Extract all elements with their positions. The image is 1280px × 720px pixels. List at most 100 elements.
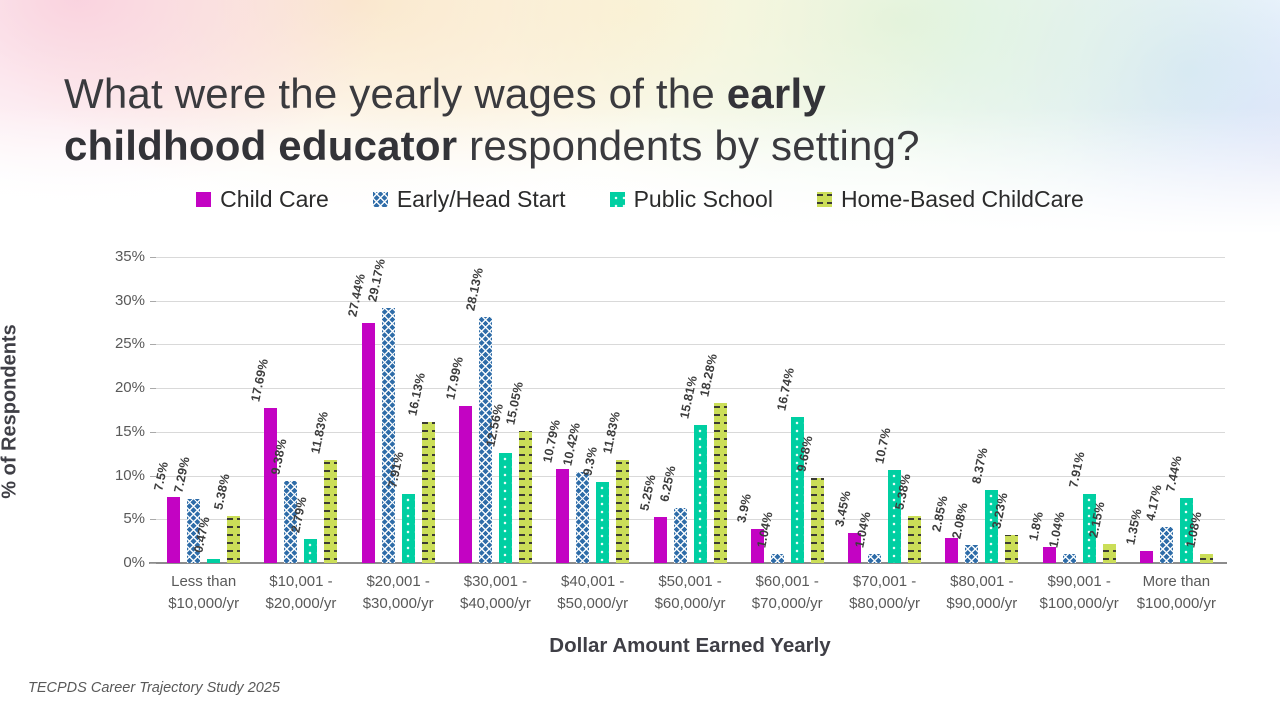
bar-value-label: 8.37%: [969, 446, 991, 485]
bar: [264, 408, 278, 563]
bar: [1102, 544, 1116, 563]
y-axis-tick: [150, 432, 156, 433]
bar-value-label: 6.25%: [657, 464, 679, 504]
bar-value-label: 1.04%: [754, 510, 776, 549]
bar: [750, 528, 764, 563]
bar: [945, 538, 959, 563]
bar-value-label: 2.08%: [949, 501, 971, 540]
x-axis-category-label: $70,001 - $80,000/yr: [849, 573, 920, 612]
title-text: What were the yearly wages of the: [64, 70, 727, 118]
gridline: [155, 257, 1225, 258]
bar: [616, 459, 630, 563]
bar: [401, 493, 415, 563]
bar-value-label: 16.13%: [405, 371, 429, 417]
bar-value-label: 7.29%: [170, 455, 193, 495]
x-axis-category-label: $80,001 - $90,000/yr: [946, 573, 1018, 612]
bar-value-label: 7.44%: [1163, 454, 1185, 493]
y-axis-tick-label: 15%: [114, 423, 145, 440]
legend-swatch-early-head-start: [372, 192, 388, 207]
title-text: respondents by setting?: [457, 121, 920, 169]
bar: [1062, 553, 1076, 563]
bar: [673, 508, 687, 563]
bar: [810, 478, 824, 563]
bar: [304, 538, 318, 563]
legend-item-home-based-childcare: Home-Based ChildCare: [816, 186, 1084, 213]
legend-item-child-care: Child Care: [196, 186, 329, 213]
legend-label: Early/Head Start: [396, 186, 566, 212]
bar: [459, 405, 472, 563]
bar-value-label: 18.28%: [697, 352, 721, 399]
bar: [361, 323, 375, 563]
y-axis-tick-label: 35%: [114, 248, 145, 265]
bar: [985, 489, 999, 563]
bar: [653, 517, 667, 563]
x-axis-category-label: More than $100,000/yr: [1136, 573, 1216, 612]
bar-value-label: 17.69%: [248, 357, 271, 404]
bar: [421, 422, 435, 563]
bar: [324, 459, 338, 563]
x-axis-title: Dollar Amount Earned Yearly: [549, 634, 831, 657]
bar: [1005, 534, 1019, 563]
title-bold-text: early: [726, 70, 826, 118]
bar: [1199, 553, 1213, 563]
bar: [1159, 526, 1173, 563]
legend-item-early-head-start: Early/Head Start: [372, 186, 566, 213]
bar: [965, 544, 979, 563]
bar-value-label: 1.04%: [851, 510, 874, 549]
title-bold-text: childhood educator: [64, 121, 458, 169]
y-axis-tick-label: 5%: [123, 510, 145, 527]
bar-value-label: 5.25%: [637, 473, 659, 513]
bar: [713, 403, 727, 563]
bar: [576, 471, 590, 563]
bar-value-label: 2.85%: [929, 494, 951, 534]
bar: [693, 424, 707, 563]
bar: [479, 317, 492, 563]
y-axis-tick-label: 20%: [114, 379, 145, 396]
bar: [1139, 551, 1153, 563]
y-axis-tick-label: 10%: [114, 467, 145, 484]
bar: [1179, 498, 1193, 563]
legend-swatch-child-care: [196, 192, 212, 207]
x-axis-category-label: Less than $10,000/yr: [168, 573, 240, 612]
x-axis-category-label: $90,001 - $100,000/yr: [1039, 573, 1119, 612]
y-axis-tick-label: 25%: [114, 335, 145, 352]
bar-value-label: 29.17%: [365, 257, 389, 303]
bar-value-label: 7.91%: [1066, 450, 1088, 489]
y-axis-tick: [150, 344, 156, 345]
x-axis-category-label: $50,001 - $60,000/yr: [654, 573, 726, 612]
legend-swatch-public-school: [609, 192, 625, 207]
x-axis-category-label: $10,001 - $20,000/yr: [265, 573, 337, 612]
bar: [381, 308, 395, 563]
y-axis-tick: [150, 388, 156, 389]
legend-label: Home-Based ChildCare: [840, 186, 1084, 212]
bar-value-label: 4.17%: [1143, 482, 1165, 522]
chart-legend: Child Care Early/Head Start Public Schoo…: [0, 186, 1280, 213]
y-axis-tick-label: 30%: [114, 292, 145, 309]
bar: [1082, 493, 1096, 563]
bar: [187, 499, 201, 563]
bar-value-label: 10.79%: [539, 418, 563, 464]
bar-value-label: 27.44%: [345, 272, 369, 319]
bar: [207, 558, 221, 563]
bar-value-label: 7.5%: [150, 460, 171, 493]
y-axis-tick: [150, 301, 156, 302]
y-axis-tick: [150, 257, 156, 258]
gridline: [155, 476, 1225, 477]
y-axis-title: % of Respondents: [0, 324, 21, 499]
bar-value-label: 9.3%: [579, 445, 600, 477]
y-axis-tick: [150, 476, 156, 477]
bar: [790, 416, 804, 563]
bar-value-label: 1.35%: [1123, 507, 1145, 547]
x-axis-category-label: $20,001 - $30,000/yr: [362, 573, 434, 612]
bar: [227, 516, 241, 563]
bar: [848, 532, 861, 563]
bar: [519, 431, 532, 563]
bar-value-label: 28.13%: [462, 266, 486, 313]
bar-value-label: 10.42%: [559, 421, 583, 467]
bar-value-label: 1.04%: [1046, 510, 1068, 549]
gridline: [155, 301, 1225, 302]
gridline: [155, 432, 1225, 433]
source-note: TECPDS Career Trajectory Study 2025: [28, 680, 280, 696]
